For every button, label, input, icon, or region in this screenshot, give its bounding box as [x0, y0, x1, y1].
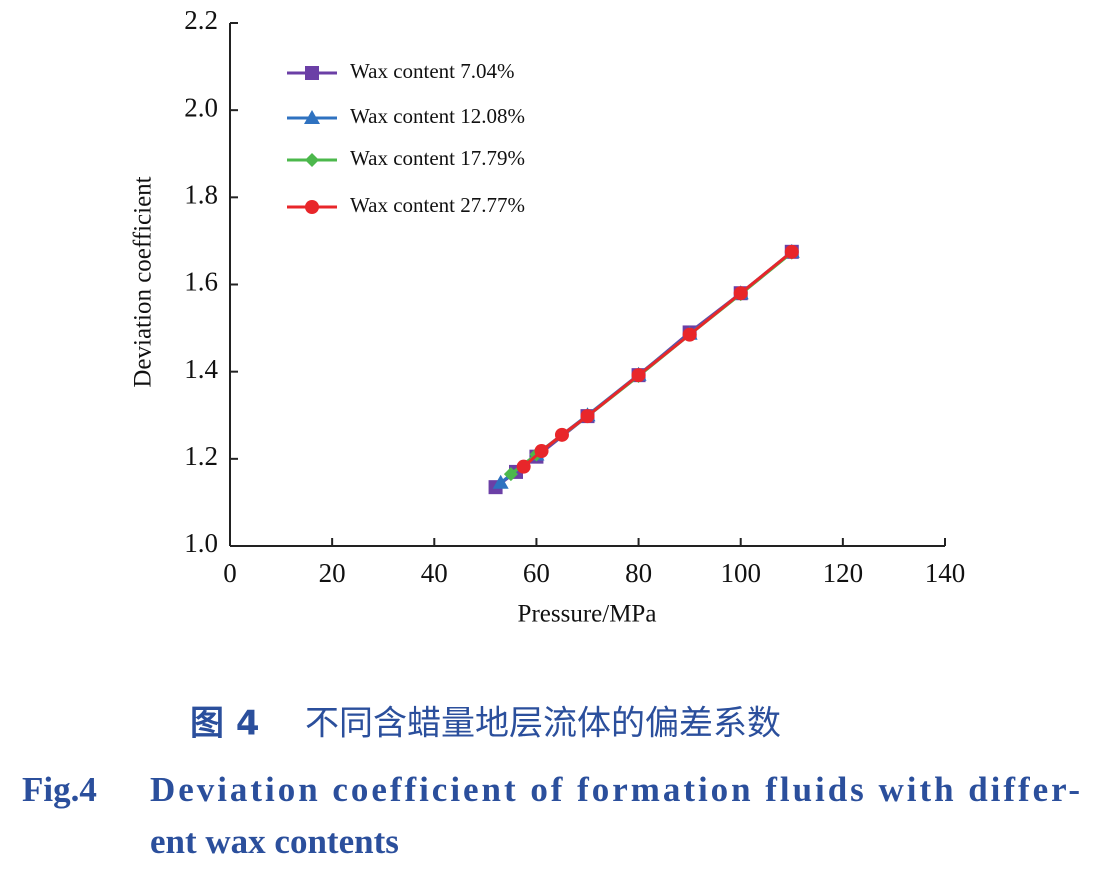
- caption-title-en: Deviation coefficient of formation fluid…: [150, 770, 1080, 809]
- x-tick-label: 120: [823, 558, 864, 588]
- y-tick-label: 1.6: [184, 267, 218, 297]
- y-tick-label: 2.0: [184, 92, 218, 122]
- x-tick-label: 60: [523, 558, 550, 588]
- x-tick-label: 40: [421, 558, 448, 588]
- y-tick-label: 2.2: [184, 5, 218, 35]
- caption-title-en: ent wax contents: [150, 822, 399, 861]
- x-tick-label: 20: [319, 558, 346, 588]
- caption-label-cn: 图 4: [190, 704, 260, 744]
- y-tick-label: 1.0: [184, 528, 218, 558]
- marker: [305, 66, 319, 80]
- x-axis-label: Pressure/MPa: [518, 601, 657, 628]
- caption-title-cn: 不同含蜡量地层流体的偏差系数: [305, 704, 781, 744]
- marker: [554, 427, 569, 442]
- marker: [733, 286, 748, 301]
- marker: [492, 474, 509, 489]
- x-tick-label: 80: [625, 558, 652, 588]
- caption-label-en: Fig.4: [22, 770, 97, 809]
- marker: [503, 467, 518, 482]
- x-tick-label: 100: [720, 558, 761, 588]
- legend-label: Wax content 12.08%: [350, 104, 525, 128]
- x-tick-label: 140: [925, 558, 966, 588]
- marker: [580, 409, 595, 424]
- marker: [304, 110, 320, 124]
- y-tick-label: 1.4: [184, 354, 218, 384]
- y-tick-label: 1.2: [184, 441, 218, 471]
- marker: [631, 368, 646, 383]
- x-tick-label: 0: [223, 558, 237, 588]
- marker: [305, 200, 319, 214]
- marker: [516, 459, 531, 474]
- marker: [534, 443, 549, 458]
- legend-label: Wax content 27.77%: [350, 193, 525, 217]
- marker: [784, 244, 799, 259]
- marker: [305, 153, 319, 167]
- marker: [682, 327, 697, 342]
- legend-label: Wax content 7.04%: [350, 59, 515, 83]
- y-tick-label: 1.8: [184, 180, 218, 210]
- y-axis-label: Deviation coefficient: [130, 176, 157, 387]
- legend-label: Wax content 17.79%: [350, 146, 525, 170]
